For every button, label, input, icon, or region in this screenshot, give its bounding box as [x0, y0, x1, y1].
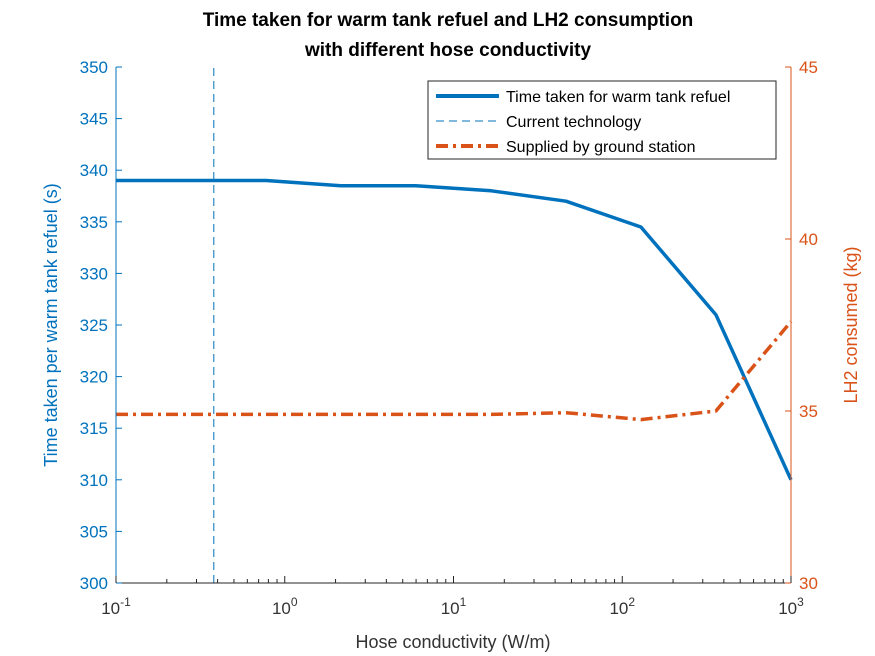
series-line-1 [116, 178, 793, 481]
left-y-tick-label: 325 [80, 316, 108, 335]
x-axis-label: Hose conductivity (W/m) [355, 632, 550, 652]
x-tick-label: 101 [441, 595, 467, 618]
left-y-axis-label: Time taken per warm tank refuel (s) [41, 183, 61, 466]
right-y-tick-label: 35 [799, 402, 818, 421]
legend: Time taken for warm tank refuel Current … [427, 80, 777, 160]
left-y-tick-label: 345 [80, 110, 108, 129]
x-tick-label: 10-1 [101, 595, 131, 618]
left-y-tick-label: 330 [80, 264, 108, 283]
chart-title-line-2: with different hose conductivity [304, 40, 592, 61]
left-y-tick-label: 320 [80, 368, 108, 387]
left-y-tick-label: 350 [80, 58, 108, 77]
ticks-layer: 300 305 310 315 320 325 330 335 340 345 350 30 35 40 4… [80, 58, 818, 618]
right-y-axis-label: LH2 consumed (kg) [841, 246, 861, 403]
chart-title-line-1: Time taken for warm tank refuel and LH2 … [203, 10, 694, 31]
left-y-tick-label: 315 [80, 419, 108, 438]
right-y-tick-label: 30 [799, 574, 818, 593]
left-y-tick-label: 335 [80, 213, 108, 232]
legend-label-ground-station: Supplied by ground station [506, 139, 695, 156]
left-y-tick-label: 340 [80, 161, 108, 180]
series-layer [116, 67, 793, 583]
left-y-tick-label: 305 [80, 522, 108, 541]
legend-label-time: Time taken for warm tank refuel [506, 89, 730, 106]
x-tick-label: 100 [272, 595, 298, 618]
x-tick-label: 102 [609, 595, 635, 618]
x-tick-label: 103 [778, 595, 804, 618]
right-y-tick-label: 45 [799, 58, 818, 77]
left-y-tick-label: 310 [80, 471, 108, 490]
legend-label-current-tech: Current technology [506, 114, 641, 131]
right-y-tick-label: 40 [799, 230, 818, 249]
left-y-tick-label: 300 [80, 574, 108, 593]
